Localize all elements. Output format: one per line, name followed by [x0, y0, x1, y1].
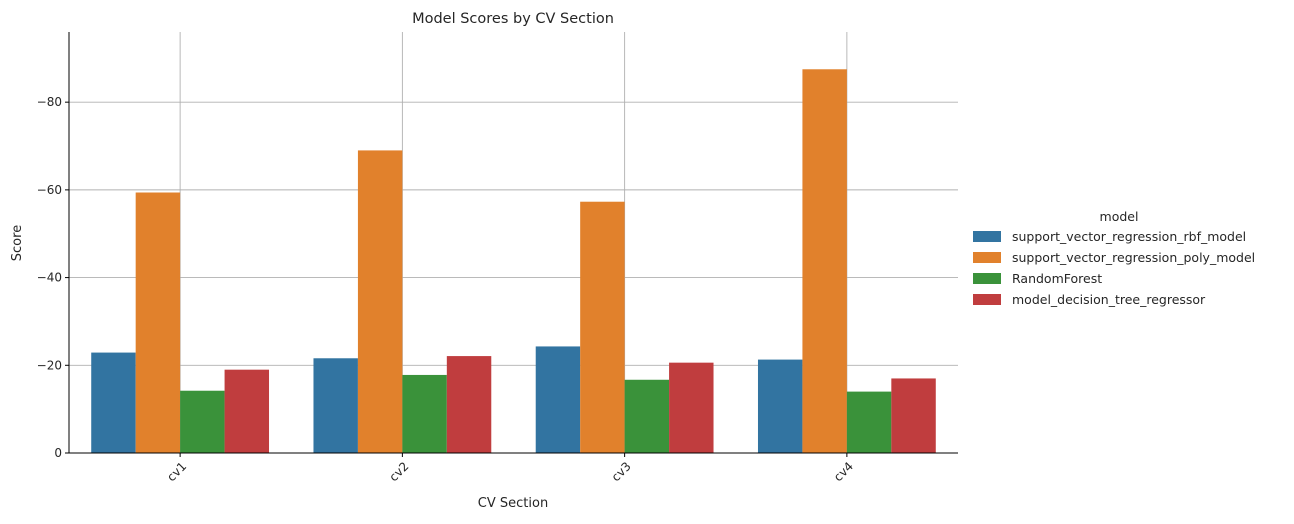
bar-support-vector-regression-rbf-model-cv1: [91, 352, 136, 453]
legend-label: support_vector_regression_poly_model: [1012, 250, 1255, 265]
bar-support-vector-regression-rbf-model-cv2: [313, 358, 358, 453]
bar-randomforest-cv4: [846, 391, 892, 453]
bar-support-vector-regression-poly-model-cv4: [802, 69, 847, 454]
legend-swatch: [973, 231, 1001, 242]
bar-model-decision-tree-regressor-cv4: [891, 378, 936, 453]
bar-support-vector-regression-rbf-model-cv4: [757, 359, 803, 453]
bars: [91, 69, 936, 454]
y-tick-label: −40: [37, 271, 62, 285]
legend-swatch: [973, 294, 1001, 305]
x-axis-label: CV Section: [478, 496, 548, 511]
bar-support-vector-regression-poly-model-cv1: [135, 192, 181, 453]
legend-swatch: [973, 273, 1001, 284]
bar-support-vector-regression-rbf-model-cv3: [535, 346, 581, 453]
bar-model-decision-tree-regressor-cv2: [446, 356, 492, 453]
legend-title: model: [1100, 209, 1139, 224]
x-tick-label-cv1: cv1: [164, 459, 189, 484]
bar-support-vector-regression-poly-model-cv3: [580, 201, 625, 453]
legend: model support_vector_regression_rbf_mode…: [973, 209, 1255, 307]
y-tick-label: −80: [37, 95, 62, 109]
y-axis-label: Score: [10, 225, 25, 261]
y-tick-label: 0: [54, 446, 62, 460]
x-tick-label-cv2: cv2: [387, 459, 412, 484]
bar-model-decision-tree-regressor-cv3: [669, 362, 714, 453]
bar-model-decision-tree-regressor-cv1: [224, 369, 270, 453]
x-tick-label-cv4: cv4: [831, 459, 856, 484]
bar-randomforest-cv3: [624, 379, 670, 453]
bar-randomforest-cv2: [402, 374, 447, 453]
legend-label: model_decision_tree_regressor: [1012, 292, 1206, 307]
y-tick-label: −60: [37, 183, 62, 197]
bar-randomforest-cv1: [180, 390, 225, 453]
legend-swatch: [973, 252, 1001, 263]
legend-label: RandomForest: [1012, 271, 1102, 286]
x-tick-label-cv3: cv3: [609, 459, 634, 484]
chart-title: Model Scores by CV Section: [412, 11, 614, 27]
bar-support-vector-regression-poly-model-cv2: [357, 150, 403, 453]
legend-label: support_vector_regression_rbf_model: [1012, 229, 1246, 244]
y-tick-label: −20: [37, 358, 62, 372]
